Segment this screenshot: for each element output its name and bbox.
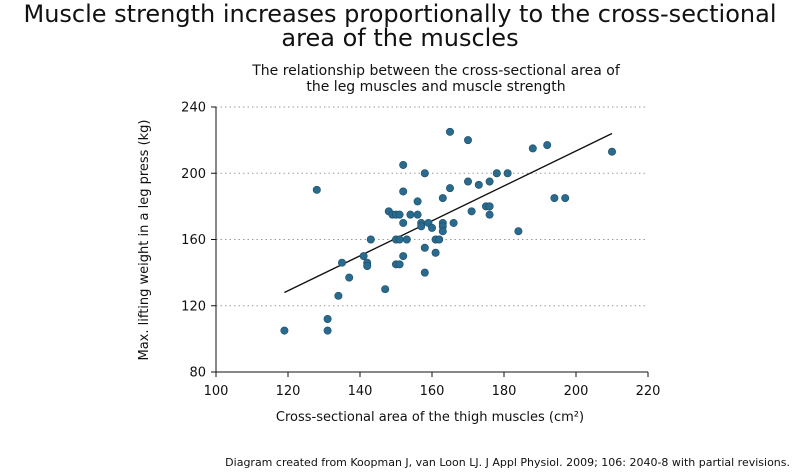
data-point-56	[528, 144, 537, 153]
data-point-19	[395, 260, 404, 269]
y-tick-label-160: 160	[181, 233, 206, 248]
data-point-54	[503, 169, 512, 178]
chart-subtitle-line-1: The relationship between the cross-secti…	[251, 63, 621, 79]
data-point-7	[359, 252, 368, 261]
data-point-4	[334, 291, 343, 300]
data-point-21	[399, 187, 408, 196]
chart-subtitle-line-2: the leg muscles and muscle strength	[306, 79, 565, 95]
data-point-46	[463, 177, 472, 186]
y-tick-label-80: 80	[189, 366, 206, 381]
data-point-53	[492, 169, 501, 178]
data-point-23	[399, 252, 408, 261]
data-point-18	[395, 235, 404, 244]
data-point-0	[280, 326, 289, 335]
x-tick-label-180: 180	[492, 384, 517, 399]
trend-line	[284, 132, 613, 294]
data-point-24	[402, 235, 411, 244]
x-tick-label-160: 160	[420, 384, 445, 399]
main-title: Muscle strength increases proportionally…	[0, 2, 800, 50]
trend-line-group	[284, 132, 613, 294]
y-tick-label-200: 200	[181, 167, 206, 182]
data-point-26	[413, 197, 422, 206]
source-note: Diagram created from Koopman J, van Loon…	[225, 456, 790, 469]
data-point-6	[345, 273, 354, 282]
data-point-51	[485, 202, 494, 211]
data-point-37	[435, 235, 444, 244]
x-tick-label-140: 140	[348, 384, 373, 399]
x-tick-label-200: 200	[564, 384, 589, 399]
data-point-9	[363, 261, 372, 270]
data-point-22	[399, 218, 408, 227]
data-point-31	[420, 268, 429, 277]
data-point-34	[427, 223, 436, 232]
data-point-52	[485, 210, 494, 219]
data-point-25	[406, 210, 415, 219]
data-point-30	[420, 243, 429, 252]
data-point-2	[323, 314, 332, 323]
data-point-40	[438, 227, 447, 236]
data-point-45	[463, 136, 472, 145]
data-point-10	[366, 235, 375, 244]
main-title-line-2: area of the muscles	[281, 24, 519, 52]
data-point-27	[413, 210, 422, 219]
data-point-60	[607, 147, 616, 156]
data-point-47	[467, 207, 476, 216]
data-point-17	[395, 210, 404, 219]
y-tick-labels: 80 120 160 200 240	[181, 101, 206, 381]
data-point-42	[445, 127, 454, 136]
y-axis-label: Max. lifting weight in a leg press (kg)	[137, 120, 152, 361]
gridlines	[216, 106, 648, 307]
data-point-57	[543, 141, 552, 150]
x-tick-label-120: 120	[276, 384, 301, 399]
data-point-41	[438, 194, 447, 203]
plot-axes	[211, 106, 649, 377]
x-tick-labels: 100 120 140 160 180 200 220	[204, 384, 661, 399]
data-point-50	[485, 177, 494, 186]
data-point-48	[474, 180, 483, 189]
x-tick-label-220: 220	[636, 384, 661, 399]
data-point-55	[514, 227, 523, 236]
data-point-36	[431, 248, 440, 257]
data-point-29	[417, 222, 426, 231]
data-point-1	[312, 185, 321, 194]
data-point-43	[445, 184, 454, 193]
y-tick-label-240: 240	[181, 101, 206, 116]
main-title-line-1: Muscle strength increases proportionally…	[23, 0, 777, 28]
data-point-58	[550, 194, 559, 203]
data-point-11	[381, 285, 390, 294]
data-point-5	[337, 258, 346, 267]
data-point-44	[449, 218, 458, 227]
data-point-3	[323, 326, 332, 335]
y-tick-label-120: 120	[181, 299, 206, 314]
data-point-20	[399, 160, 408, 169]
x-tick-label-100: 100	[204, 384, 229, 399]
data-point-59	[561, 194, 570, 203]
data-points	[280, 127, 616, 335]
x-axis-label: Cross-sectional area of the thigh muscle…	[276, 410, 584, 425]
data-point-32	[420, 169, 429, 178]
